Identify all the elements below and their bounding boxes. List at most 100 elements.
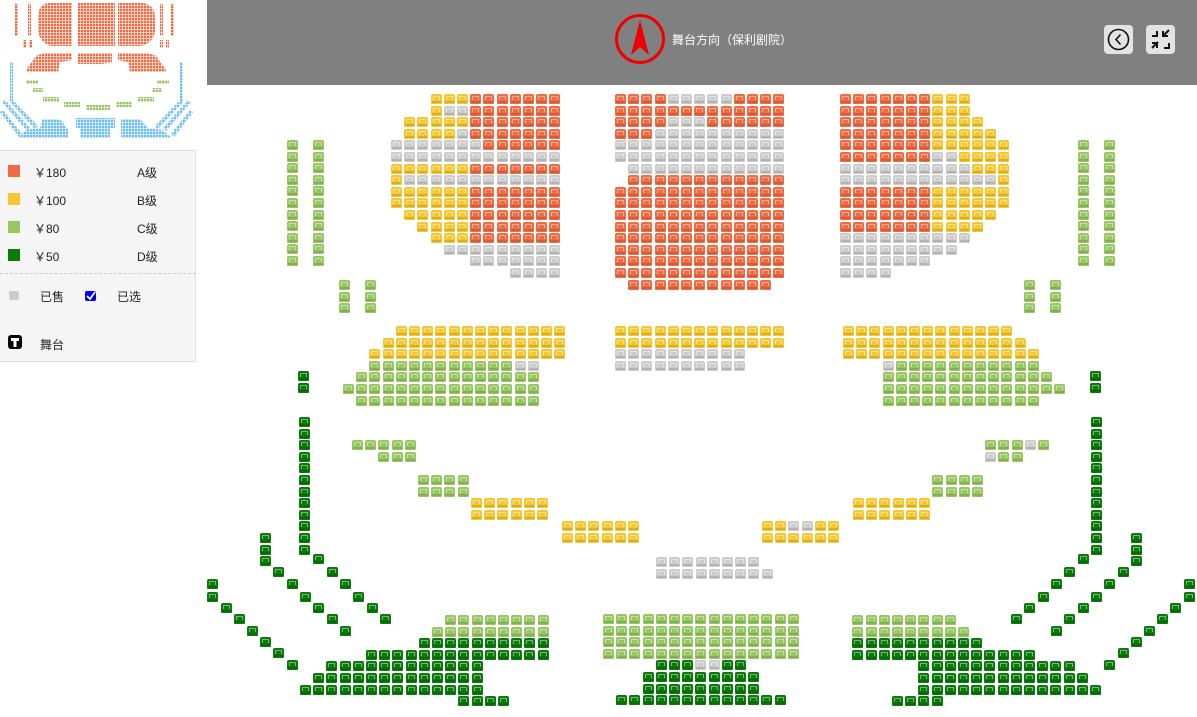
seat-d[interactable] [1091, 417, 1102, 427]
seat-d[interactable] [1024, 684, 1035, 695]
seat-c[interactable] [1104, 151, 1116, 162]
seat-d[interactable] [669, 695, 680, 706]
seat-d[interactable] [445, 661, 457, 672]
seat-b[interactable] [614, 521, 626, 531]
seat-d[interactable] [1024, 673, 1035, 683]
seat-a[interactable] [641, 117, 653, 128]
seat-d[interactable] [1090, 684, 1101, 695]
seat-a[interactable] [853, 117, 865, 128]
seat-d[interactable] [298, 382, 309, 393]
seat-a[interactable] [523, 186, 534, 197]
seat-c[interactable] [287, 163, 298, 174]
seat-d[interactable] [735, 683, 746, 694]
seat-a[interactable] [773, 268, 785, 278]
seat-b[interactable] [948, 337, 960, 348]
seat-c[interactable] [1078, 151, 1089, 162]
seat-c[interactable] [922, 384, 934, 394]
seat-d[interactable] [1090, 592, 1102, 602]
seat-b[interactable] [537, 498, 548, 508]
seat-b[interactable] [958, 210, 970, 220]
seat-a[interactable] [892, 117, 904, 128]
seat-d[interactable] [339, 673, 351, 683]
seat-d[interactable] [682, 683, 694, 694]
seat-d[interactable] [312, 603, 324, 613]
seat-a[interactable] [773, 210, 785, 220]
seat-c[interactable] [1078, 174, 1089, 185]
seat-a[interactable] [733, 210, 745, 220]
seat-a[interactable] [760, 117, 772, 128]
seat-d[interactable] [878, 649, 890, 660]
seat-b[interactable] [448, 349, 460, 360]
seat-d[interactable] [259, 545, 271, 555]
seat-a[interactable] [667, 210, 679, 220]
back-button[interactable] [1104, 25, 1133, 54]
seat-d[interactable] [1091, 463, 1102, 474]
seat-b[interactable] [972, 210, 983, 220]
seat-d[interactable] [366, 661, 377, 672]
seat-b[interactable] [958, 94, 970, 104]
seat-c[interactable] [972, 486, 983, 497]
seat-b[interactable] [958, 152, 970, 162]
seat-b[interactable] [869, 337, 881, 348]
seat-a[interactable] [641, 186, 653, 197]
seat-a[interactable] [523, 117, 534, 128]
seat-a[interactable] [773, 244, 785, 255]
seat-d[interactable] [721, 672, 733, 682]
seat-d[interactable] [418, 673, 430, 683]
seat-a[interactable] [615, 233, 626, 244]
seat-b[interactable] [972, 128, 983, 139]
seat-d[interactable] [629, 695, 641, 706]
seat-d[interactable] [445, 684, 457, 695]
seat-b[interactable] [760, 337, 772, 348]
seat-c[interactable] [948, 372, 960, 383]
seat-d[interactable] [458, 696, 470, 707]
seat-c[interactable] [409, 372, 420, 383]
seat-a[interactable] [866, 105, 878, 116]
seat-d[interactable] [445, 649, 457, 660]
seat-d[interactable] [1169, 603, 1181, 613]
seat-c[interactable] [444, 486, 456, 497]
seat-b[interactable] [948, 326, 960, 336]
seat-a[interactable] [681, 175, 692, 186]
seat-d[interactable] [931, 696, 943, 707]
seat-c[interactable] [432, 626, 443, 637]
seat-c[interactable] [682, 637, 694, 648]
seat-b[interactable] [475, 337, 486, 348]
seat-c[interactable] [642, 614, 654, 624]
seat-c[interactable] [909, 395, 920, 406]
seat-d[interactable] [1091, 475, 1102, 485]
seat-d[interactable] [272, 567, 284, 577]
seat-c[interactable] [931, 626, 943, 637]
seat-c[interactable] [461, 372, 473, 383]
seat-c[interactable] [422, 395, 434, 406]
seat-a[interactable] [536, 128, 548, 139]
seat-b[interactable] [448, 326, 460, 336]
seat-c[interactable] [655, 648, 667, 659]
seat-b[interactable] [681, 337, 692, 348]
seat-c[interactable] [735, 625, 746, 636]
seat-d[interactable] [352, 661, 364, 672]
seat-d[interactable] [774, 695, 786, 706]
seat-d[interactable] [484, 696, 496, 707]
seat-d[interactable] [1037, 592, 1049, 602]
seat-a[interactable] [853, 221, 865, 232]
seat-d[interactable] [1091, 544, 1102, 555]
seat-d[interactable] [1050, 684, 1062, 695]
seat-c[interactable] [471, 615, 483, 625]
seat-b[interactable] [972, 117, 983, 128]
seat-d[interactable] [892, 696, 903, 707]
seat-b[interactable] [628, 337, 640, 348]
seat-a[interactable] [641, 210, 653, 220]
seat-b[interactable] [443, 186, 455, 197]
seat-c[interactable] [787, 648, 799, 659]
seat-d[interactable] [326, 673, 338, 683]
seat-c[interactable] [892, 615, 903, 625]
seat-b[interactable] [457, 210, 468, 220]
seat-a[interactable] [536, 140, 548, 151]
seat-a[interactable] [628, 94, 640, 104]
seat-c[interactable] [1024, 303, 1035, 314]
seat-d[interactable] [918, 684, 930, 695]
seat-c[interactable] [892, 626, 903, 637]
seat-d[interactable] [655, 695, 667, 706]
seat-a[interactable] [760, 268, 772, 278]
